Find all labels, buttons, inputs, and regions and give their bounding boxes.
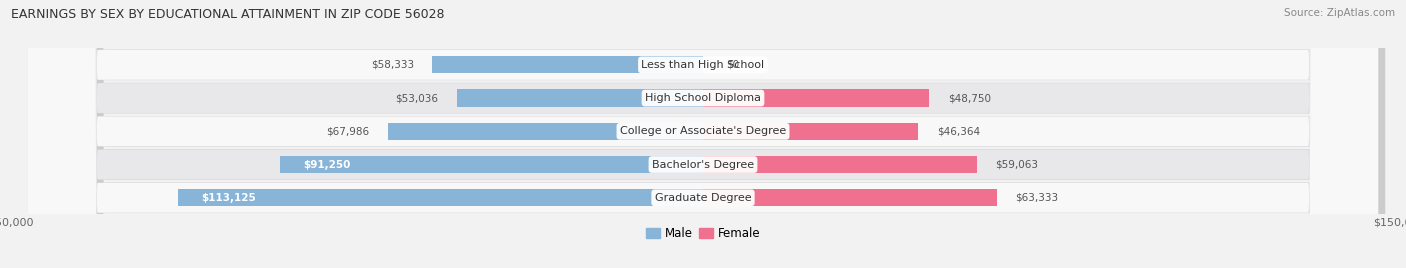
Text: $113,125: $113,125 (201, 193, 256, 203)
Text: Source: ZipAtlas.com: Source: ZipAtlas.com (1284, 8, 1395, 18)
FancyBboxPatch shape (35, 0, 1385, 268)
Bar (703, 156, 977, 173)
Text: $59,063: $59,063 (995, 159, 1039, 170)
Bar (703, 189, 997, 206)
Text: $46,364: $46,364 (936, 126, 980, 136)
FancyBboxPatch shape (35, 0, 1385, 268)
FancyBboxPatch shape (35, 0, 1385, 268)
FancyBboxPatch shape (28, 0, 1378, 268)
Bar (179, 189, 703, 206)
Text: $0: $0 (725, 60, 740, 70)
Bar (703, 123, 918, 140)
Text: $63,333: $63,333 (1015, 193, 1059, 203)
FancyBboxPatch shape (28, 0, 1378, 268)
Text: Less than High School: Less than High School (641, 60, 765, 70)
Text: $91,250: $91,250 (302, 159, 350, 170)
FancyBboxPatch shape (35, 0, 1385, 268)
Text: $53,036: $53,036 (395, 93, 439, 103)
FancyBboxPatch shape (28, 0, 1378, 268)
Text: $67,986: $67,986 (326, 126, 368, 136)
Text: College or Associate's Degree: College or Associate's Degree (620, 126, 786, 136)
Bar (703, 90, 929, 107)
Text: EARNINGS BY SEX BY EDUCATIONAL ATTAINMENT IN ZIP CODE 56028: EARNINGS BY SEX BY EDUCATIONAL ATTAINMEN… (11, 8, 444, 21)
Text: $48,750: $48,750 (948, 93, 991, 103)
Bar (457, 90, 703, 107)
FancyBboxPatch shape (35, 0, 1385, 268)
Text: Bachelor's Degree: Bachelor's Degree (652, 159, 754, 170)
Text: $58,333: $58,333 (371, 60, 413, 70)
FancyBboxPatch shape (28, 0, 1378, 268)
FancyBboxPatch shape (28, 0, 1378, 268)
Text: High School Diploma: High School Diploma (645, 93, 761, 103)
Legend: Male, Female: Male, Female (641, 223, 765, 245)
Text: Graduate Degree: Graduate Degree (655, 193, 751, 203)
Bar (433, 56, 703, 73)
Bar (388, 123, 703, 140)
Bar (280, 156, 703, 173)
